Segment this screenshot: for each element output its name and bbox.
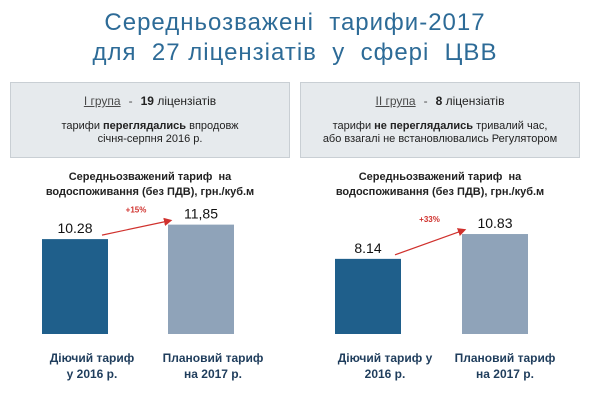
chart-1-category-1: Діючий тариф у 2016 р. [27,350,157,382]
group-2-desc-post: тривалий час, [473,120,548,132]
chart-2-category-2: Плановий тариф на 2017 р. [440,350,570,382]
chart-2-value-label-1: 8.14 [354,240,381,256]
group-1-count: 19 [140,94,154,108]
chart-1-change-label: +15% [126,206,147,215]
chart-1-category-1-line-2: у 2016 р. [66,367,118,381]
chart-2-bar-1 [335,258,401,334]
title-line-1: Середньозважені тарифи-2017 [104,9,486,36]
chart-1-category-2-line-1: Плановий тариф [162,351,264,365]
group-1-desc-pre: тарифи [61,120,104,132]
chart-2-category-1-line-2: 2016 р. [364,367,406,381]
group-1-description: тарифи переглядались впродовж січня-серп… [11,120,289,146]
group-1-count-word: ліцензіатів [157,94,217,108]
chart-2-category-2-line-2: на 2017 р. [476,367,534,381]
chart-2-title: Середньозважений тариф на водоспоживання… [300,170,580,200]
page-title: Середньозважені тарифи-2017 для 27 ліцен… [0,8,590,68]
group-2-count-word: ліцензіатів [445,94,505,108]
chart-2-change-arrow [394,228,467,256]
chart-1-title-line-2: водоспоживання (без ПДВ), грн./куб.м [45,186,255,198]
chart-1-category-2: Плановий тариф на 2017 р. [148,350,278,382]
group-1-info-box: I група -19 ліцензіатів тарифи переглядал… [10,82,290,158]
chart-2-value-label-2: 10.83 [477,215,512,231]
chart-1-change-arrow [101,217,173,236]
group-1-desc-post: впродовж [186,120,239,132]
chart-2-category-1: Діючий тариф у 2016 р. [320,350,450,382]
chart-2-bar-2 [462,234,528,334]
group-2-desc-pre: тарифи [332,120,375,132]
chart-1-value-label-1: 10.28 [57,220,92,236]
group-1-label: I група [83,94,121,108]
group-2-label: II група [375,94,416,108]
chart-2-title-line-2: водоспоживання (без ПДВ), грн./куб.м [335,186,545,198]
group-2-desc-line-2: або взагалі не встановлювались Регулятор… [322,133,558,145]
group-2-count: 8 [435,94,443,108]
chart-2-title-line-1: Середньозважений тариф на [358,171,522,183]
chart-1-title: Середньозважений тариф на водоспоживання… [10,170,290,200]
group-2-description: тарифи не переглядались тривалий час, аб… [301,120,579,146]
chart-1-bar-1 [42,239,108,334]
title-line-2: для 27 ліцензіатів у сфері ЦВВ [92,39,498,66]
group-2-info-box: II група -8 ліцензіатів тарифи не перегля… [300,82,580,158]
group-2-desc-bold: не переглядались [374,120,474,132]
chart-1-bar-2 [168,224,234,334]
chart-1-title-line-1: Середньозважений тариф на [68,171,232,183]
chart-2-category-2-line-1: Плановий тариф [454,351,556,365]
chart-1-value-label-2: 11,85 [184,206,218,222]
group-2-header: II група -8 ліцензіатів [375,94,505,108]
chart-2-category-1-line-1: Діючий тариф у [337,351,433,365]
chart-1-category-2-line-2: на 2017 р. [184,367,242,381]
group-1-header: I група -19 ліцензіатів [83,94,217,108]
chart-2-change-label: +33% [419,215,440,224]
chart-1-category-1-line-1: Діючий тариф [49,351,135,365]
group-1-desc-bold: переглядались [103,120,187,132]
group-1-desc-line-2: січня-серпня 2016 р. [97,133,203,145]
